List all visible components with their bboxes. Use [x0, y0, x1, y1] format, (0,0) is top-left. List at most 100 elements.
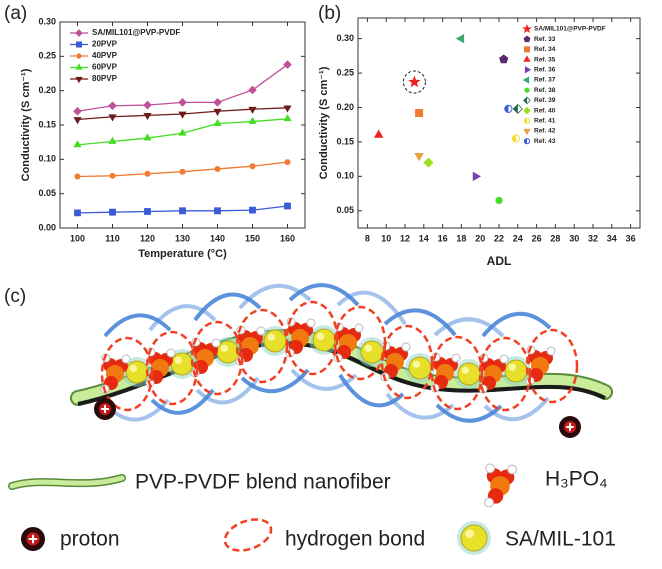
mof-highlight [174, 356, 182, 365]
marker [523, 55, 531, 62]
proton-hop-arrow [105, 398, 170, 422]
marker [455, 33, 465, 44]
marker [524, 87, 530, 93]
panel-label: (b) [318, 3, 341, 24]
marker [414, 152, 424, 162]
legend-label: Ref. 40 [534, 107, 556, 114]
y-tick-label: 0.05 [336, 205, 354, 215]
hydrogen-bond [430, 335, 484, 411]
marker [108, 101, 117, 111]
marker [524, 66, 532, 74]
marker [76, 53, 82, 59]
marker [423, 157, 434, 168]
marker-shape [73, 140, 82, 148]
marker-shape [213, 98, 222, 107]
x-axis-title: Temperature (°C) [138, 248, 227, 260]
x-tick-label: 36 [626, 233, 636, 243]
x-tick-label: 16 [438, 233, 448, 243]
hydrogen-bond [145, 330, 199, 406]
acid-hydrogen [499, 354, 509, 364]
marker-shape [283, 60, 292, 69]
x-tick-label: 26 [532, 233, 542, 243]
plot-frame [357, 17, 641, 229]
x-tick-label: 28 [550, 233, 560, 243]
marker [284, 202, 291, 210]
marker-shape [75, 29, 83, 37]
acid-hydrogen [451, 353, 461, 363]
marker-shape [513, 104, 518, 114]
panel-label: (a) [4, 3, 27, 24]
marker [522, 76, 530, 84]
mof-sphere [408, 356, 432, 380]
x-tick-label: 10 [381, 233, 391, 243]
marker-shape [408, 75, 421, 88]
proton-plus [28, 534, 38, 544]
marker [495, 196, 503, 205]
marker-shape [109, 172, 116, 179]
marker [144, 170, 151, 177]
marker [73, 106, 82, 116]
y-tick-label: 0.00 [38, 222, 56, 232]
legend-label: Ref. 38 [534, 87, 556, 94]
legend-label: 20PVP [92, 40, 118, 49]
marker-shape [144, 170, 151, 177]
legend-label: H₃PO₄ [545, 468, 608, 491]
legend-label: PVP-PVDF blend nanofiber [135, 471, 391, 494]
panel-label: (c) [4, 286, 26, 307]
proton-hop-arrow [193, 292, 262, 322]
proton-hop-arrow [238, 283, 312, 310]
proton-hop-arrow [338, 373, 405, 408]
marker [73, 140, 82, 148]
marker [178, 98, 187, 107]
marker-shape [414, 152, 424, 162]
legend-hydrogen-bond [223, 518, 273, 552]
marker-shape [179, 207, 186, 215]
marker [523, 106, 531, 115]
acid-hydrogen [507, 464, 517, 475]
y-tick-label: 0.25 [38, 51, 56, 61]
marker-shape [455, 33, 465, 44]
x-tick-label: 24 [513, 233, 523, 243]
acid-hydrogen [401, 342, 411, 352]
marker-shape [143, 113, 152, 121]
legend-label: Ref. 36 [534, 67, 556, 74]
mof-sphere [312, 328, 336, 352]
y-tick-label: 0.15 [336, 136, 354, 146]
marker [74, 173, 81, 180]
marker-shape [523, 35, 531, 43]
marker-shape [524, 118, 527, 124]
marker-shape [76, 53, 82, 59]
marker [249, 163, 256, 170]
x-tick-label: 120 [140, 233, 155, 243]
proton-hop-arrow [290, 368, 358, 391]
proton-hop-arrow [481, 311, 552, 338]
legend-label: Ref. 39 [534, 97, 556, 104]
marker [248, 116, 257, 124]
marker [499, 54, 509, 64]
marker-shape [283, 114, 292, 122]
marker [523, 138, 531, 145]
marker-shape [108, 136, 117, 144]
marker [284, 159, 291, 166]
proton-hop-arrow [148, 304, 217, 332]
hydrogen-bond [525, 328, 579, 404]
mof-highlight [364, 344, 373, 353]
acid-hydrogen [256, 326, 266, 336]
marker [248, 85, 257, 95]
x-tick-label: 30 [569, 233, 579, 243]
x-tick-label: 140 [210, 233, 225, 243]
marker-shape [499, 54, 509, 64]
marker [76, 41, 82, 48]
legend-label: Ref. 35 [534, 56, 556, 63]
marker [143, 133, 152, 141]
marker-shape [214, 207, 221, 215]
marker-shape [284, 202, 291, 210]
marker-shape [108, 101, 117, 111]
legend-fiber [9, 475, 125, 489]
proton-hop-arrow [288, 283, 360, 307]
acid-hydrogen [121, 354, 131, 364]
y-tick-label: 0.20 [336, 102, 354, 112]
marker-shape [524, 66, 532, 74]
marker [75, 76, 83, 84]
marker-shape [523, 55, 531, 62]
